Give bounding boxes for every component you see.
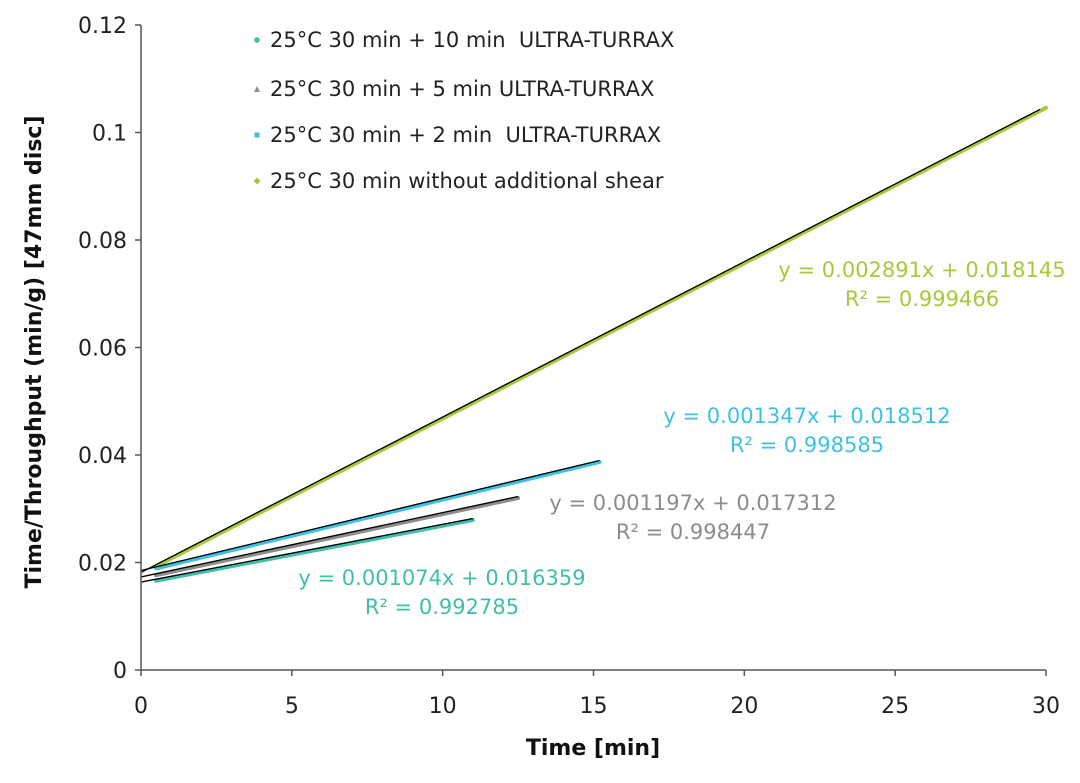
legend-marker-2 — [254, 86, 260, 92]
series-3-trendline — [140, 459, 600, 572]
legend-label-2: 25°C 30 min + 5 min ULTRA-TURRAX — [270, 77, 654, 101]
equation-labels: y = 0.001074x + 0.016359 R² = 0.992785 y =… — [298, 258, 1065, 619]
r2-label-1: R² = 0.992785 — [365, 595, 519, 619]
y-tick-label: 0 — [113, 659, 127, 684]
y-tick-label: 0.04 — [78, 444, 127, 469]
x-axis-title: Time [min] — [526, 736, 660, 761]
x-tick-label: 30 — [1032, 694, 1060, 719]
y-tick-label: 0.12 — [78, 14, 127, 39]
equation-label-4: y = 0.002891x + 0.018145 — [778, 258, 1065, 282]
x-tick-label: 15 — [580, 694, 608, 719]
equation-label-3: y = 0.001347x + 0.018512 — [663, 404, 950, 428]
x-tick-label: 5 — [285, 694, 299, 719]
x-tick-label: 0 — [134, 694, 148, 719]
data-series-group — [154, 105, 1048, 583]
series-3-points — [154, 459, 602, 571]
x-tick-label: 10 — [429, 694, 457, 719]
legend-marker-1 — [254, 37, 260, 43]
equation-label-1: y = 0.001074x + 0.016359 — [298, 566, 585, 590]
y-tick-label: 0.08 — [78, 229, 127, 254]
x-tick-label: 20 — [730, 694, 758, 719]
y-tick-label: 0.06 — [78, 337, 127, 362]
y-axis-title: Time/Throughput (min/g) [47mm disc] — [22, 115, 47, 588]
y-tick-label: 0.02 — [78, 552, 127, 577]
tick-group: 0 5 10 15 20 25 30 0 0.02 0.04 0.06 0.08 0.1 0.12 — [78, 14, 1060, 719]
series-1-trendline — [140, 517, 473, 583]
legend: 25°C 30 min + 10 min ULTRA-TURRAX 25°C 30… — [253, 28, 674, 193]
trendline-group — [140, 108, 1041, 583]
y-tick-label: 0.1 — [92, 122, 127, 147]
legend-label-1: 25°C 30 min + 10 min ULTRA-TURRAX — [270, 28, 674, 52]
r2-label-2: R² = 0.998447 — [616, 520, 770, 544]
series-2-points — [154, 496, 521, 578]
series-1-points — [154, 518, 475, 583]
series-4-trendline — [140, 108, 1041, 574]
x-tick-label: 25 — [881, 694, 909, 719]
legend-marker-3 — [254, 132, 260, 138]
equation-label-2: y = 0.001197x + 0.017312 — [549, 491, 836, 515]
r2-label-4: R² = 0.999466 — [845, 287, 999, 311]
series-4-points — [154, 105, 1048, 569]
series-2-trendline — [140, 495, 519, 578]
legend-marker-4 — [253, 177, 261, 185]
legend-label-4: 25°C 30 min without additional shear — [270, 169, 664, 193]
legend-label-3: 25°C 30 min + 2 min ULTRA-TURRAX — [270, 123, 661, 147]
r2-label-3: R² = 0.998585 — [730, 433, 884, 457]
axes-group — [140, 25, 1046, 671]
